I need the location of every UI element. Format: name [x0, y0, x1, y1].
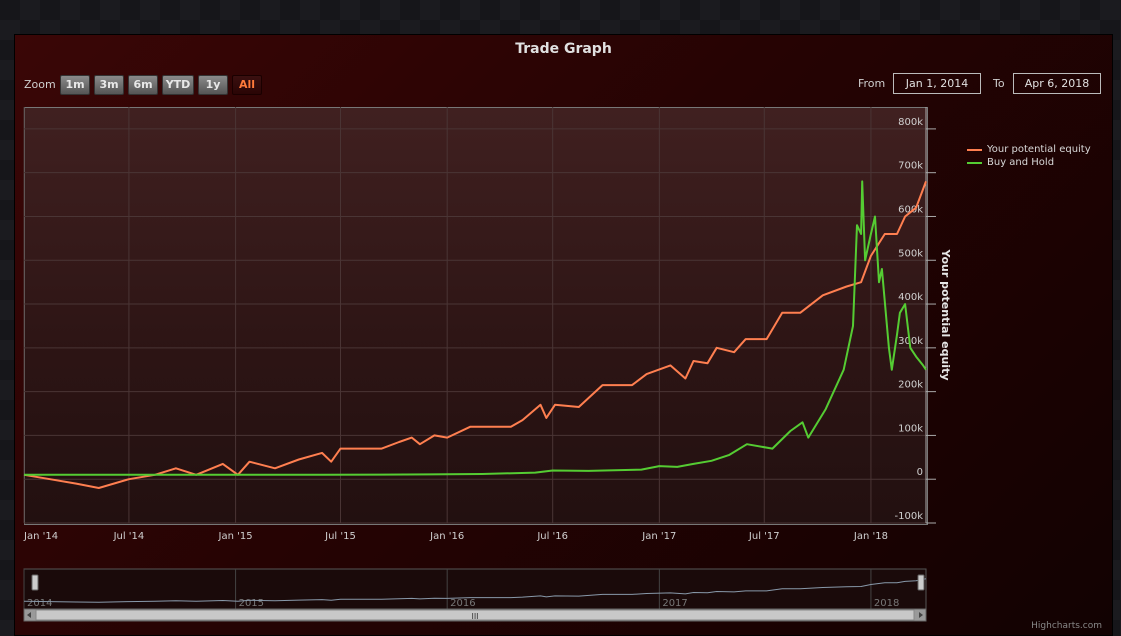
y-tick-label: 200k — [898, 380, 923, 391]
legend: Your potential equity Buy and Hold — [967, 143, 1091, 169]
zoom-button-ytd[interactable]: YTD — [162, 75, 194, 95]
x-tick-label: Jul '17 — [748, 531, 780, 542]
series-line-buy-hold — [24, 180, 927, 476]
from-date-input[interactable]: Jan 1, 2014 — [893, 73, 981, 94]
x-tick-label: Jul '16 — [536, 531, 568, 542]
series-line-equity — [23, 181, 927, 489]
legend-label-buy-hold: Buy and Hold — [987, 157, 1055, 168]
x-tick-label: Jul '14 — [113, 531, 145, 542]
chart-title: Trade Graph — [515, 41, 612, 57]
navigator-label: 2017 — [662, 598, 687, 609]
y-tick-label: 300k — [898, 336, 923, 347]
scroll-right-arrow-icon[interactable] — [919, 612, 923, 618]
y-tick-label: 400k — [898, 292, 923, 303]
navigator-area — [23, 568, 927, 610]
scrollbar-thumb[interactable] — [35, 609, 915, 621]
scroll-left-arrow-icon[interactable] — [27, 612, 31, 618]
x-tick-label: Jan '16 — [429, 531, 464, 542]
zoom-button-all[interactable]: All — [232, 75, 262, 95]
legend-label-equity: Your potential equity — [987, 144, 1091, 155]
zoom-button-1y[interactable]: 1y — [198, 75, 228, 95]
y-tick-label: -100k — [895, 511, 924, 522]
zoom-button-3m[interactable]: 3m — [94, 75, 124, 95]
y-tick-label: 500k — [898, 248, 923, 259]
navigator-handle-left — [31, 574, 39, 591]
navigator-series — [23, 578, 927, 603]
navigator-label: 2016 — [450, 598, 475, 609]
to-date-input[interactable]: Apr 6, 2018 — [1013, 73, 1101, 94]
x-tick-label: Jul '15 — [324, 531, 356, 542]
x-tick-label: Jan '15 — [218, 531, 253, 542]
y-tick-label: 700k — [898, 161, 923, 172]
y-tick-label: 100k — [898, 423, 923, 434]
legend-swatch-equity — [967, 148, 982, 151]
x-tick-label: Jan '18 — [853, 531, 888, 542]
to-label: To — [993, 77, 1005, 90]
zoom-label: Zoom — [24, 78, 56, 91]
y-tick-label: 800k — [898, 117, 923, 128]
credits-link[interactable]: Highcharts.com — [1031, 621, 1102, 631]
scrollbar-grip-icon: III — [471, 612, 478, 621]
navigator-handle-right — [917, 574, 925, 591]
plot-area — [24, 107, 928, 525]
navigator-label: 2018 — [874, 598, 899, 609]
legend-item-equity[interactable]: Your potential equity — [967, 143, 1091, 156]
y-tick-label: 600k — [898, 204, 923, 215]
legend-swatch-buy-hold — [967, 161, 982, 164]
zoom-button-6m[interactable]: 6m — [128, 75, 158, 95]
from-label: From — [858, 77, 886, 90]
chart-svg: Jan '14 Jul '14 Jan '15 Jul '15 Jan '16 Jul '… — [23, 107, 952, 622]
x-tick-label: Jan '17 — [641, 531, 676, 542]
navigator-label: 2014 — [27, 598, 52, 609]
x-tick-label: Jan '14 — [23, 531, 58, 542]
navigator-label: 2015 — [239, 598, 264, 609]
chart-panel: Trade Graph Zoom 1m 3m 6m YTD 1y All From Jan… — [14, 34, 1113, 636]
legend-item-buy-hold[interactable]: Buy and Hold — [967, 156, 1091, 169]
y-axis-title: Your potential equity — [939, 249, 952, 381]
y-tick-label: 0 — [917, 467, 923, 478]
zoom-button-1m[interactable]: 1m — [60, 75, 90, 95]
